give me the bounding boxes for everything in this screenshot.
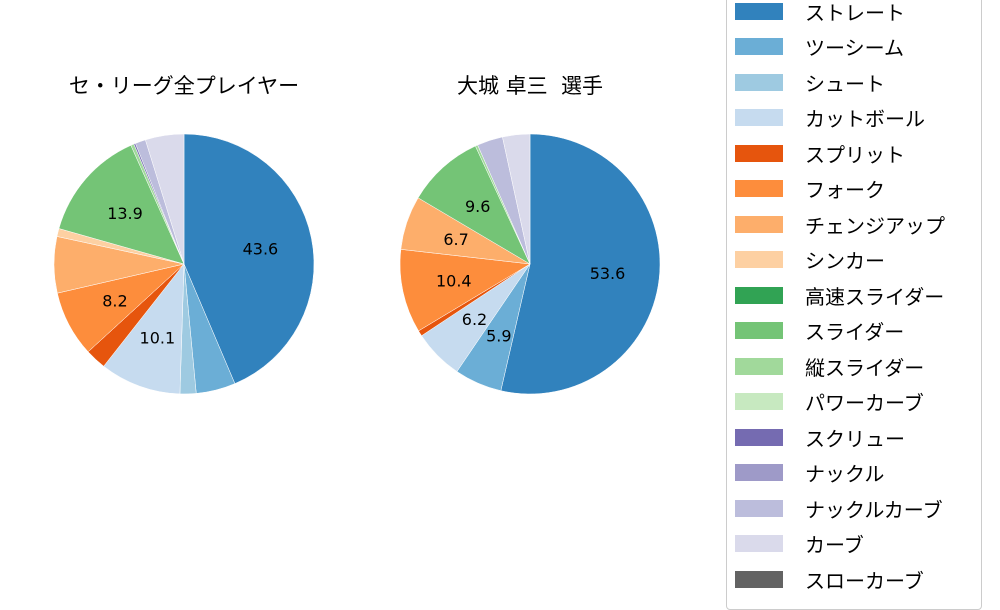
legend-item: シュート xyxy=(735,67,885,97)
legend-item: ストレート xyxy=(735,0,905,26)
legend-label: 高速スライダー xyxy=(805,284,945,309)
legend-swatch xyxy=(735,73,783,91)
pie-slice xyxy=(58,145,185,265)
legend-swatch xyxy=(735,499,783,517)
slice-value-label: 10.4 xyxy=(436,272,472,291)
league-pie-chart: 43.6 10.1 8.2 13.9 xyxy=(53,133,315,395)
legend-swatch xyxy=(735,357,783,375)
legend-item: フォーク xyxy=(735,174,885,204)
legend-item: 高速スライダー xyxy=(735,280,944,310)
legend-label: シンカー xyxy=(805,249,885,273)
legend-item: スローカーブ xyxy=(735,564,924,594)
legend-swatch xyxy=(735,38,783,55)
legend-item: 縦スライダー xyxy=(735,351,924,381)
pie-slice xyxy=(103,263,185,395)
legend-label: ナックルカーブ xyxy=(805,497,943,522)
left-chart-title: セ・リーグ全プレイヤー xyxy=(68,74,300,98)
pie-slice xyxy=(502,133,531,265)
legend-swatch xyxy=(735,464,783,481)
legend-label: ナックル xyxy=(805,462,885,486)
legend-label: チェンジアップ xyxy=(805,213,945,238)
legend-item: スプリット xyxy=(735,138,905,168)
slice-value-label: 6.7 xyxy=(443,230,468,249)
legend-swatch xyxy=(735,322,783,339)
legend-label: スクリュー xyxy=(805,426,905,451)
legend: ストレートツーシームシュートカットボール スプリットフォークチェンジアップ シンカー… xyxy=(726,0,982,610)
legend-item: スライダー xyxy=(735,316,904,346)
legend-item: スクリュー xyxy=(735,422,905,452)
slice-value-label: 9.6 xyxy=(465,197,490,216)
pie-slice xyxy=(417,145,531,265)
slice-value-label: 10.1 xyxy=(140,328,176,347)
legend-item: カーブ xyxy=(735,529,864,559)
slice-value-label: 53.6 xyxy=(590,264,626,283)
slice-value-label: 8.2 xyxy=(102,291,127,310)
pie-slice xyxy=(183,133,315,384)
player-pie-chart: 53.6 5.96.2 10.4 6.7 9.6 xyxy=(399,133,661,395)
legend-label: ストレート xyxy=(805,0,905,25)
legend-label: 縦スライダー xyxy=(805,355,925,380)
legend-swatch xyxy=(735,570,783,588)
legend-swatch xyxy=(735,251,783,268)
legend-swatch xyxy=(735,180,783,197)
legend-label: シュート xyxy=(805,71,885,96)
legend-item: ナックル xyxy=(735,458,884,488)
legend-label: パワーカーブ xyxy=(805,391,924,415)
legend-swatch xyxy=(735,215,783,233)
legend-swatch xyxy=(735,2,783,20)
legend-swatch xyxy=(735,144,783,162)
legend-label: スローカーブ xyxy=(805,568,924,593)
legend-item: ナックルカーブ xyxy=(735,493,943,523)
legend-label: カーブ xyxy=(805,533,864,557)
right-chart-title: 大城 卓三 選手 xyxy=(456,74,604,98)
legend-label: カットボール xyxy=(805,107,925,131)
legend-label: スプリット xyxy=(805,142,905,167)
legend-swatch xyxy=(735,286,783,304)
legend-label: ツーシーム xyxy=(805,36,904,60)
pie-slice xyxy=(399,249,531,332)
legend-item: シンカー xyxy=(735,245,885,275)
legend-label: スライダー xyxy=(805,320,905,344)
legend-label: フォーク xyxy=(805,178,885,202)
legend-item: ツーシーム xyxy=(735,32,904,62)
slice-value-label: 6.2 xyxy=(462,310,487,329)
slice-value-label: 5.9 xyxy=(486,326,511,345)
pie-slice xyxy=(145,133,185,265)
legend-item: チェンジアップ xyxy=(735,209,945,239)
legend-swatch xyxy=(735,393,783,410)
legend-swatch xyxy=(735,535,783,552)
legend-swatch xyxy=(735,109,783,126)
legend-item: カットボール xyxy=(735,103,925,133)
pie-slice xyxy=(500,133,661,395)
legend-swatch xyxy=(735,428,783,446)
slice-value-label: 43.6 xyxy=(243,239,279,258)
slice-value-label: 13.9 xyxy=(107,204,143,223)
legend-item: パワーカーブ xyxy=(735,387,924,417)
